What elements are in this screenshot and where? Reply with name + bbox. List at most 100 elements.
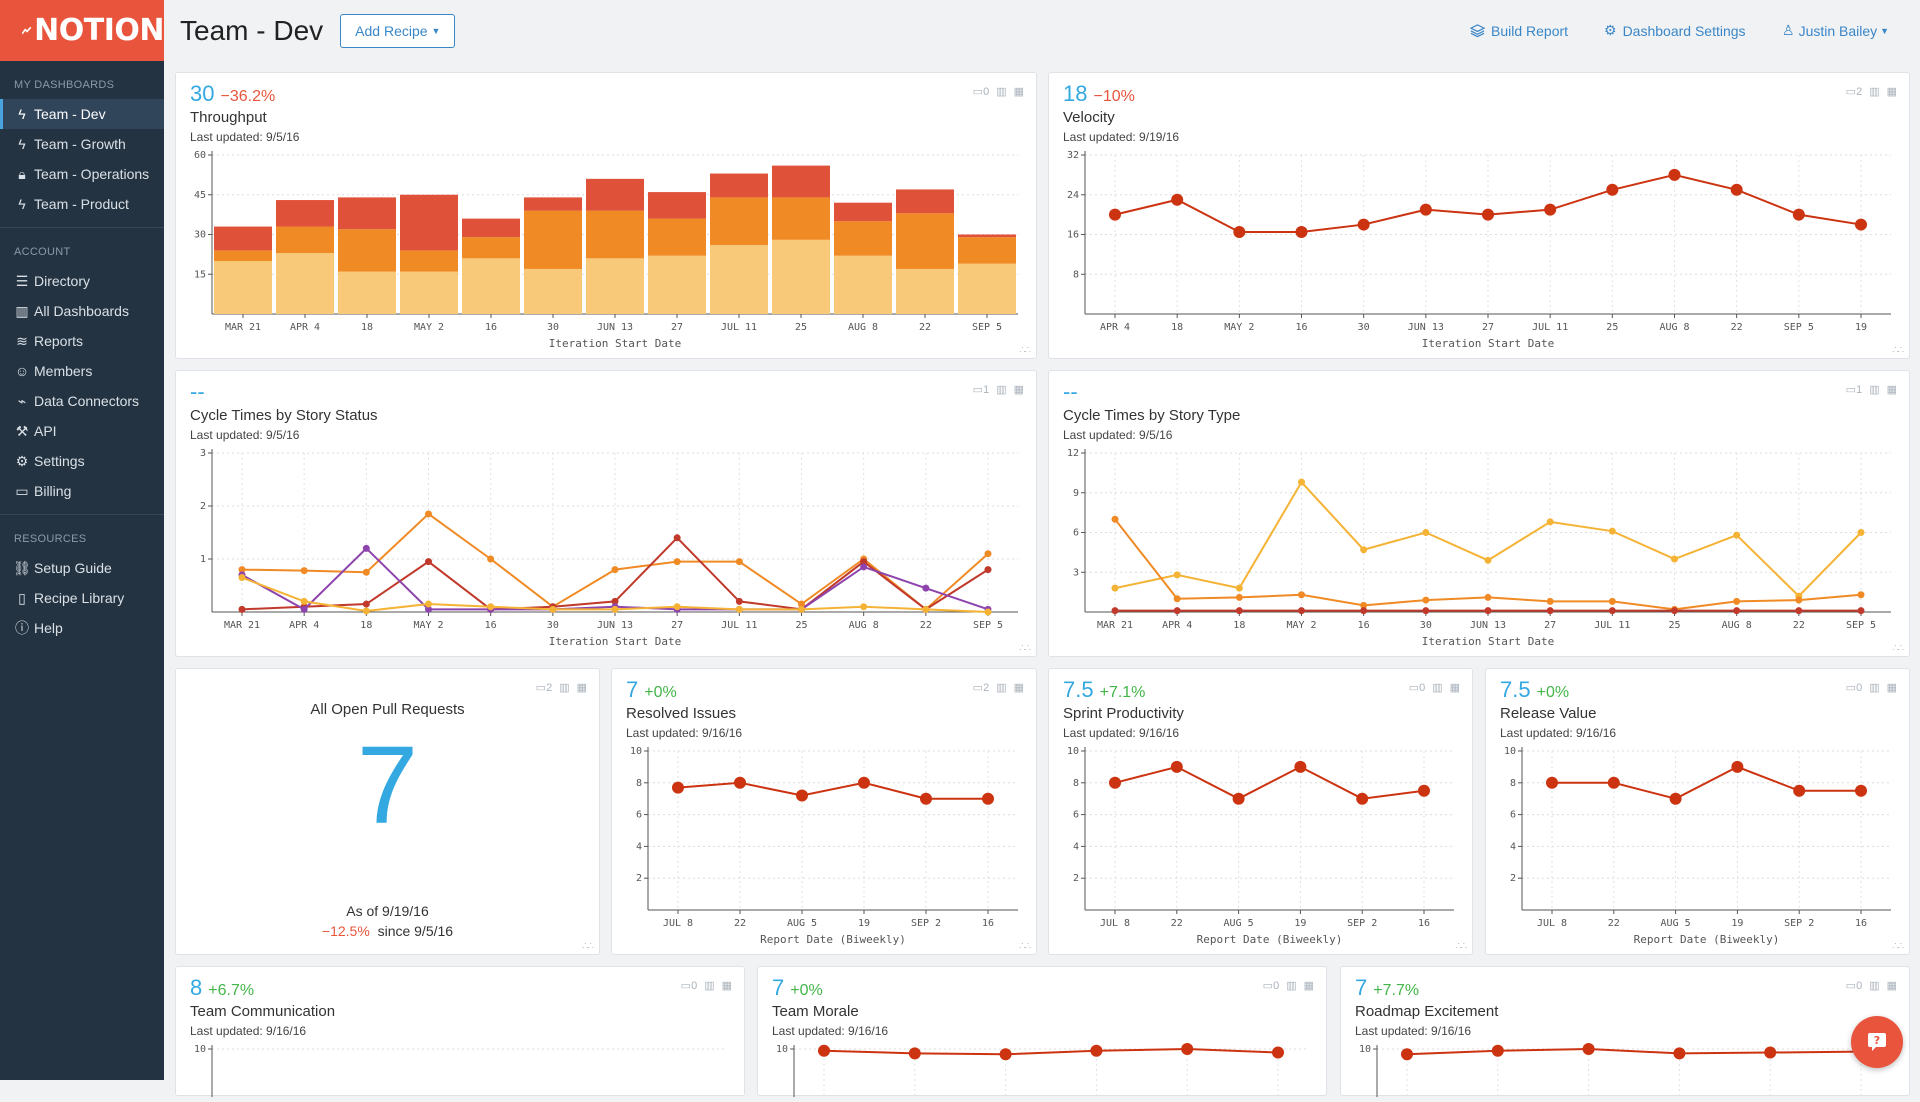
resize-handle[interactable]: ∴∴	[1892, 345, 1904, 356]
resize-handle[interactable]: ∴∴	[1455, 941, 1467, 952]
comment-icon[interactable]: ▭ 0	[680, 979, 698, 993]
chart-icon[interactable]: ▥	[1869, 682, 1880, 694]
dashboard-settings-button[interactable]: ⚙ Dashboard Settings	[1604, 0, 1746, 61]
comment-icon[interactable]: ▭ 0	[1408, 681, 1426, 695]
last-updated: Last updated: 9/16/16	[626, 726, 743, 740]
build-report-button[interactable]: Build Report	[1470, 0, 1568, 61]
sidebar-item-help[interactable]: ⓘ Help	[0, 613, 164, 643]
data-point	[982, 792, 994, 805]
x-tick-label: 16	[1358, 620, 1370, 631]
resize-handle[interactable]: ∴∴	[1892, 643, 1904, 654]
sidebar-item-settings[interactable]: ⚙ Settings	[0, 446, 164, 476]
chart-icon[interactable]: ▥	[996, 384, 1007, 396]
data-point	[984, 550, 992, 558]
y-tick-label: 10	[194, 1044, 206, 1055]
app-logo[interactable]: NOTION	[0, 0, 164, 61]
sidebar-item-members[interactable]: ☺ Members	[0, 356, 164, 386]
resize-handle[interactable]: ∴∴	[1019, 345, 1031, 356]
chart-icon[interactable]: ▥	[996, 86, 1007, 98]
sidebar-item-team-dev[interactable]: ϟ Team - Dev	[0, 99, 164, 129]
grid-icon[interactable]: ▦	[1886, 682, 1897, 694]
metric: 7 +0%	[772, 975, 823, 1001]
chart-icon[interactable]: ▥	[1432, 682, 1443, 694]
sidebar-item-directory[interactable]: ☰ Directory	[0, 266, 164, 296]
chart-icon[interactable]: ▥	[1869, 86, 1880, 98]
grid-icon[interactable]: ▦	[721, 980, 732, 992]
data-point	[1733, 607, 1741, 615]
x-tick-label: SEP 5	[1846, 620, 1876, 631]
chart-icon[interactable]: ▥	[1286, 980, 1297, 992]
bar-segment	[958, 234, 1016, 238]
grid-icon[interactable]: ▦	[1449, 682, 1460, 694]
x-tick-label: SEP 5	[1784, 322, 1814, 333]
grid-icon[interactable]: ▦	[1886, 86, 1897, 98]
data-point	[1608, 527, 1616, 535]
bar-segment	[338, 229, 396, 272]
sidebar-item-recipe-library[interactable]: ▯ Recipe Library	[0, 583, 164, 613]
grid-icon[interactable]: ▦	[1303, 980, 1314, 992]
sidebar-item-setup-guide[interactable]: ⛓ Setup Guide	[0, 553, 164, 583]
add-recipe-button[interactable]: Add Recipe ▼	[340, 13, 456, 48]
grid-icon[interactable]: ▦	[1886, 384, 1897, 396]
sidebar-item-reports[interactable]: ≋ Reports	[0, 326, 164, 356]
sidebar-item-team-operations[interactable]: 🔒︎ Team - Operations	[0, 159, 164, 189]
card-toolbar: ▭ 2 ▥ ▦	[972, 681, 1024, 695]
metric-change: +6.7%	[208, 982, 255, 999]
comment-icon[interactable]: ▭ 1	[1845, 383, 1863, 397]
grid-icon[interactable]: ▦	[1013, 682, 1024, 694]
resize-handle[interactable]: ∴∴	[1019, 643, 1031, 654]
comment-icon[interactable]: ▭ 2	[972, 681, 990, 695]
data-point	[1357, 218, 1370, 231]
bar-segment	[896, 189, 954, 214]
data-point	[1090, 1044, 1103, 1057]
sidebar-item-billing[interactable]: ▭ Billing	[0, 476, 164, 506]
sidebar-item-all-dashboards[interactable]: ▥ All Dashboards	[0, 296, 164, 326]
data-point	[1491, 1044, 1504, 1057]
chart-icon[interactable]: ▥	[1869, 384, 1880, 396]
comment-icon[interactable]: ▭ 0	[1845, 681, 1863, 695]
chart-icon[interactable]: ▥	[559, 682, 570, 694]
x-tick-label: 25	[1606, 322, 1618, 333]
sidebar-item-team-product[interactable]: ϟ Team - Product	[0, 189, 164, 219]
x-tick-label: MAR 21	[225, 322, 261, 333]
resize-handle[interactable]: ∴∴	[582, 941, 594, 952]
user-menu[interactable]: ♙ Justin Bailey ▼	[1782, 0, 1889, 61]
resize-handle[interactable]: ∴∴	[1019, 941, 1031, 952]
sidebar-item-data-connectors[interactable]: ⌁ Data Connectors	[0, 386, 164, 416]
comment-count: 2	[983, 681, 990, 694]
sprint-chart: 2 4 6 8 10 JUL 8 22 AUG 5 19 SEP 2 16 Report Date (…	[1067, 746, 1454, 946]
comment-icon[interactable]: ▭ 1	[972, 383, 990, 397]
comment-icon[interactable]: ▭ 2	[535, 681, 553, 695]
comment-icon[interactable]: ▭ 0	[1845, 979, 1863, 993]
comment-icon[interactable]: ▭ 0	[1262, 979, 1280, 993]
last-updated: Last updated: 9/16/16	[1355, 1024, 1472, 1038]
metric-change: −10%	[1093, 88, 1135, 105]
chart-icon[interactable]: ▥	[1869, 980, 1880, 992]
chart-icon[interactable]: ▥	[996, 682, 1007, 694]
chart-icon[interactable]: ▥	[704, 980, 715, 992]
sidebar-item-label: Members	[34, 363, 93, 379]
last-updated: Last updated: 9/5/16	[190, 130, 300, 144]
chat-help-button[interactable]: ?	[1851, 1016, 1903, 1068]
x-tick-label: 18	[360, 620, 372, 631]
grid-icon[interactable]: ▦	[1013, 384, 1024, 396]
data-point	[1546, 597, 1554, 605]
metric: 7.5 +0%	[1500, 677, 1569, 703]
x-tick-label: JUN 13	[597, 620, 633, 631]
data-point	[425, 510, 432, 518]
data-point	[673, 534, 681, 542]
grid-icon[interactable]: ▦	[1013, 86, 1024, 98]
comment-icon[interactable]: ▭ 0	[972, 85, 990, 99]
sidebar-item-api[interactable]: ⚒ API	[0, 416, 164, 446]
card-title: Team Communication	[190, 1003, 336, 1020]
card-title: Resolved Issues	[626, 705, 737, 722]
bar-segment	[214, 226, 272, 251]
resize-handle[interactable]: ∴∴	[1892, 941, 1904, 952]
grid-icon[interactable]: ▦	[576, 682, 587, 694]
sidebar-item-team-growth[interactable]: ϟ Team - Growth	[0, 129, 164, 159]
comment-icon[interactable]: ▭ 2	[1845, 85, 1863, 99]
grid-icon[interactable]: ▦	[1886, 980, 1897, 992]
data-point	[362, 607, 370, 615]
bar-segment	[896, 213, 954, 269]
data-point	[818, 1044, 830, 1057]
